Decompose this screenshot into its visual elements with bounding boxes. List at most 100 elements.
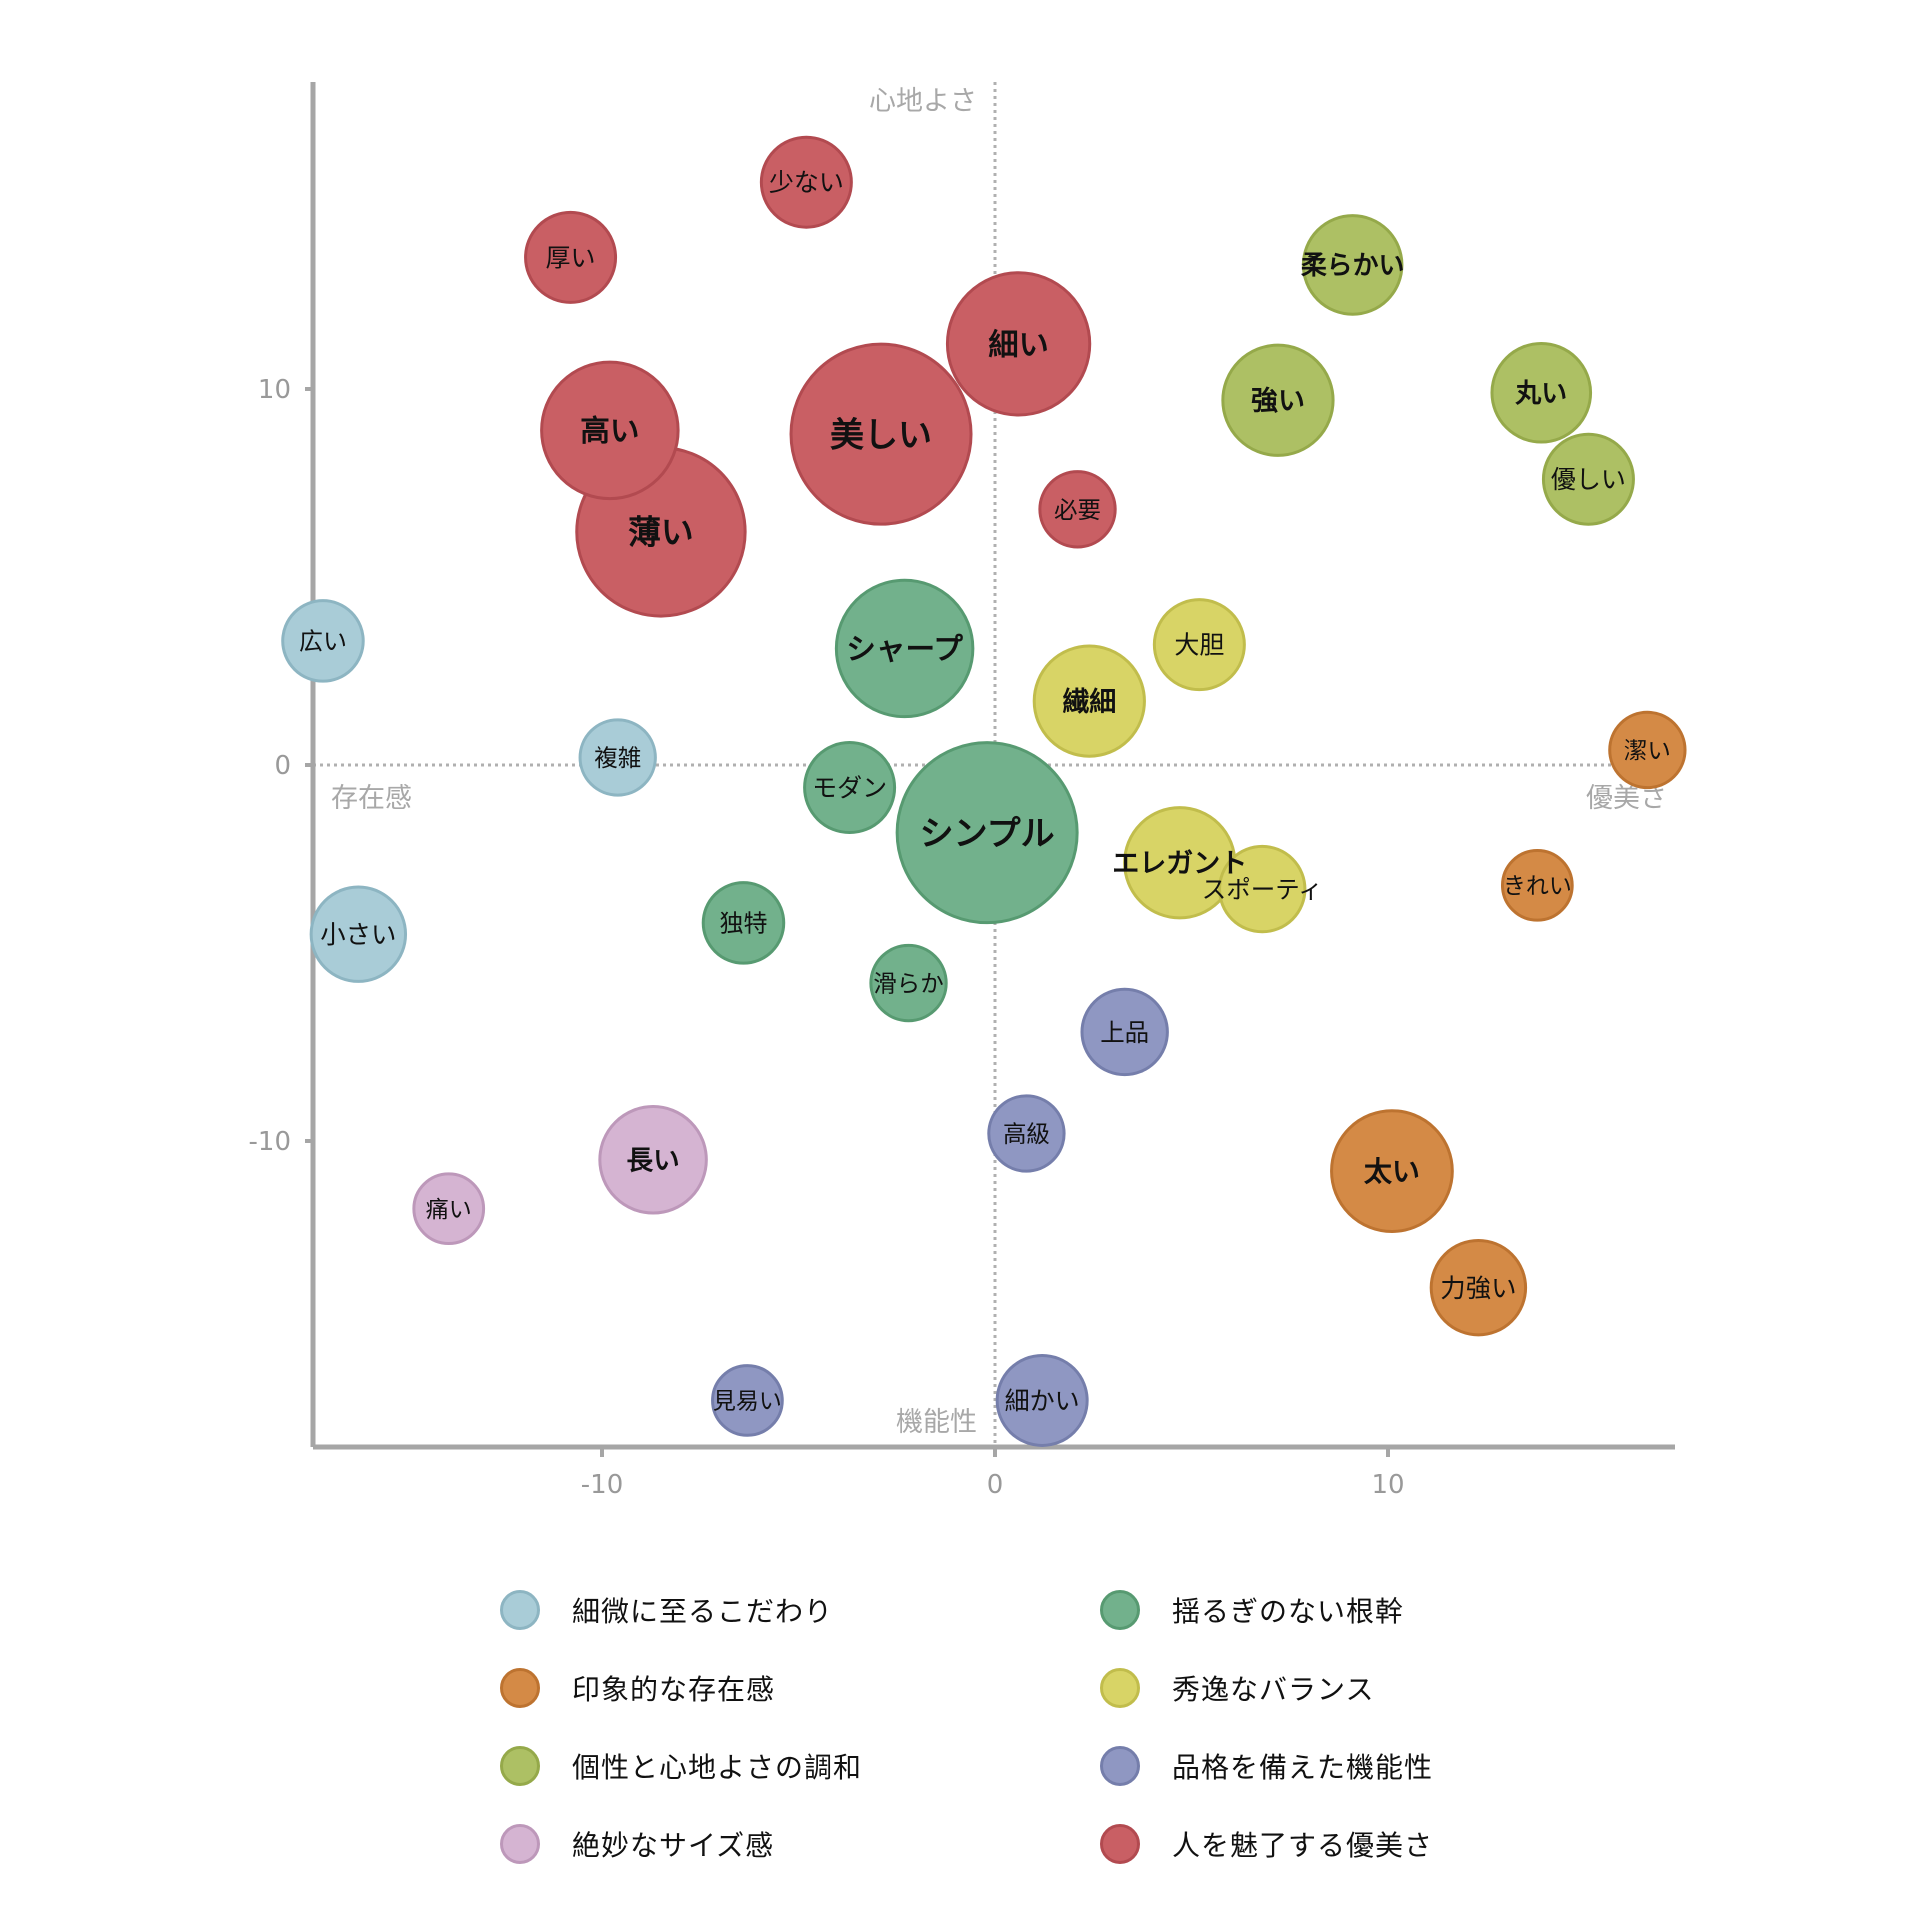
bubble: [1038, 470, 1117, 549]
legend-label: 揺るぎのない根幹: [1172, 1595, 1405, 1628]
bubble-label: 小さい: [320, 919, 396, 949]
bubble-label: 繊細: [1062, 686, 1116, 718]
legend-swatch: [1100, 1668, 1140, 1708]
bubble: [1490, 341, 1593, 444]
bubble: [701, 881, 786, 965]
bubble-label: 広い: [299, 628, 347, 656]
legend-label: 細微に至るこだわり: [572, 1595, 834, 1628]
x-tick-label: 10: [1371, 1470, 1404, 1500]
bubble: [540, 360, 680, 501]
bubble: [578, 718, 657, 797]
bubble-label: 潔い: [1624, 736, 1671, 764]
legend-item: 品格を備えた機能性: [1100, 1736, 1433, 1796]
bubble: [1301, 214, 1404, 316]
bubble-label: 独特: [719, 910, 767, 938]
bubble: [1541, 432, 1635, 526]
bubble-label: 高い: [580, 414, 639, 448]
legend-item: 秀逸なバランス: [1100, 1658, 1374, 1718]
bubble: [834, 578, 975, 719]
bubble: [524, 210, 618, 304]
bubble-label: 太い: [1364, 1155, 1420, 1188]
bubble-label: 厚い: [546, 243, 596, 272]
bubble: [869, 943, 948, 1023]
x-tick-label: 0: [987, 1470, 1004, 1500]
legend-item: 揺るぎのない根幹: [1100, 1580, 1404, 1640]
bubble-label: 細い: [988, 328, 1048, 363]
bubble: [281, 599, 365, 683]
bubble-label: エレガント: [1112, 848, 1247, 879]
legend-swatch: [500, 1824, 540, 1864]
bubble: [895, 741, 1079, 925]
bubble: [759, 135, 853, 229]
bubble-label: 丸い: [1514, 379, 1567, 409]
bubble: [803, 741, 897, 835]
y-tick-label: 0: [274, 751, 291, 781]
bubble: [987, 1094, 1066, 1173]
bubble-label: 強い: [1251, 386, 1305, 417]
bubble: [309, 885, 408, 983]
bubble: [1330, 1109, 1454, 1233]
legend-swatch: [1100, 1590, 1140, 1630]
bubble: [789, 342, 973, 526]
legend-swatch: [500, 1590, 540, 1630]
legend-swatch: [1100, 1746, 1140, 1786]
bubble: [598, 1105, 708, 1215]
bubble: [1429, 1238, 1528, 1337]
bubble: [1218, 844, 1307, 934]
bubble-label: 優しい: [1551, 465, 1626, 494]
bubble-label: 痛い: [426, 1197, 472, 1223]
legend-label: 印象的な存在感: [572, 1673, 776, 1706]
bubble: [1080, 987, 1169, 1077]
bubble-label: 力強い: [1440, 1273, 1516, 1303]
bubble: [995, 1353, 1089, 1447]
x-tick-label: -10: [581, 1470, 623, 1500]
bubble-label: 見易い: [713, 1389, 782, 1415]
bubble: [1032, 644, 1146, 758]
bubble-label: 美しい: [830, 415, 932, 455]
bubble-label: スポーティ: [1202, 875, 1323, 904]
legend-swatch: [500, 1746, 540, 1786]
bubble: [945, 271, 1092, 417]
legend-label: 品格を備えた機能性: [1172, 1751, 1434, 1784]
legend-label: 人を魅了する優美さ: [1172, 1829, 1434, 1862]
bubble: [1608, 710, 1687, 790]
bubble-label: きれい: [1503, 874, 1572, 900]
bubble-label: シンプル: [920, 814, 1055, 854]
legend-item: 印象的な存在感: [500, 1658, 775, 1718]
bubble-label: 必要: [1054, 496, 1101, 524]
bubble-label: 柔らかい: [1301, 251, 1405, 281]
legend-item: 細微に至るこだわり: [500, 1580, 833, 1640]
legend-item: 人を魅了する優美さ: [1100, 1814, 1433, 1874]
bubble-label: 少ない: [769, 168, 844, 197]
bubble: [1152, 598, 1246, 692]
quadrant-label-left: 存在感: [331, 783, 412, 814]
legend-label: 秀逸なバランス: [1172, 1673, 1375, 1706]
bubble-label: 滑らか: [873, 970, 944, 998]
bubble: [412, 1172, 486, 1246]
quadrant-label-top: 心地よさ: [869, 86, 977, 117]
bubble-label: 細かい: [1005, 1386, 1080, 1415]
bubble-label: 複雑: [594, 744, 641, 772]
legend-swatch: [1100, 1824, 1140, 1864]
bubble-label: モダン: [812, 774, 887, 803]
legend: 細微に至るこだわり 揺るぎのない根幹 印象的な存在感 秀逸なバランス 個性と心地…: [500, 1580, 1500, 1900]
y-tick-label: -10: [249, 1127, 291, 1157]
legend-label: 絶妙なサイズ感: [572, 1829, 775, 1862]
bubble-label: シャープ: [846, 632, 963, 666]
bubble-label: 大胆: [1174, 631, 1224, 660]
bubble-label: 薄い: [628, 514, 694, 552]
bubble: [711, 1364, 784, 1437]
y-tick-label: 10: [258, 375, 291, 405]
quadrant-label-bottom: 機能性: [896, 1407, 977, 1438]
legend-item: 絶妙なサイズ感: [500, 1814, 774, 1874]
legend-swatch: [500, 1668, 540, 1708]
bubble-label: 長い: [626, 1145, 679, 1176]
bubble-label: 上品: [1100, 1018, 1149, 1047]
bubble-label: 高級: [1003, 1120, 1050, 1148]
bubble: [1500, 848, 1574, 922]
legend-item: 個性と心地よさの調和: [500, 1736, 862, 1796]
legend-label: 個性と心地よさの調和: [572, 1751, 863, 1784]
